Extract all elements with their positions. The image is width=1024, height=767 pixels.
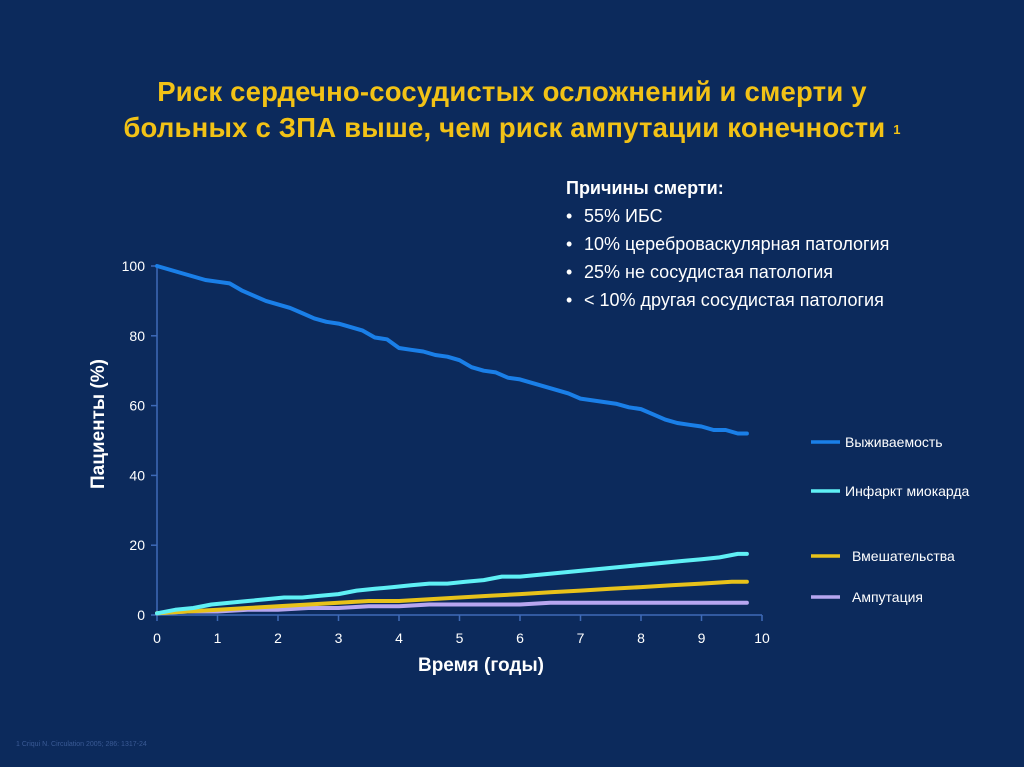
y-tick-label: 20 [129, 537, 145, 553]
cause-text: 25% не сосудистая патология [584, 262, 834, 282]
title-line-2-text: больных с ЗПА выше, чем риск ампутации к… [123, 112, 886, 143]
x-tick-label: 1 [214, 630, 222, 646]
series-line-0 [155, 264, 749, 436]
legend-label: Ампутация [852, 589, 923, 605]
y-axis-title: Пациенты (%) [88, 359, 109, 489]
bullet: • [566, 206, 573, 226]
x-tick-label: 8 [637, 630, 645, 646]
legend-label: Выживаемость [845, 434, 943, 450]
series-line-3 [155, 600, 749, 616]
title-footnote-mark: 1 [893, 122, 901, 137]
x-axis-title: Время (годы) [418, 655, 544, 676]
x-tick-label: 10 [754, 630, 770, 646]
legend-label: Инфаркт миокарда [845, 483, 970, 499]
bullet: • [566, 262, 573, 282]
causes-title: Причины смерти: [566, 178, 724, 198]
series-line-2 [155, 579, 749, 616]
title-line-2: больных с ЗПА выше, чем риск ампутации к… [0, 110, 1024, 146]
slide-title: Риск сердечно-сосудистых осложнений и см… [0, 74, 1024, 146]
x-tick-label: 2 [274, 630, 282, 646]
x-tick-label: 4 [395, 630, 403, 646]
title-line-1: Риск сердечно-сосудистых осложнений и см… [157, 76, 867, 107]
cause-item: • < 10% другая сосудистая патология [566, 286, 889, 314]
footnote: 1 Criqui N. Circulation 2005; 286: 1317-… [16, 741, 147, 748]
y-tick-label: 40 [129, 467, 145, 483]
cause-item: • 55% ИБС [566, 202, 889, 230]
cause-text: 10% цереброваскулярная патология [584, 234, 890, 254]
cause-item: • 25% не сосудистая патология [566, 258, 889, 286]
bullet: • [566, 234, 573, 254]
y-tick-label: 80 [129, 328, 145, 344]
y-tick-label: 60 [129, 398, 145, 414]
cause-text: < 10% другая сосудистая патология [584, 290, 884, 310]
cause-text: 55% ИБС [584, 206, 663, 226]
series-line-1 [155, 551, 749, 616]
x-tick-label: 9 [698, 630, 706, 646]
causes-of-death-box: Причины смерти: • 55% ИБС • 10% церебровас… [566, 174, 889, 314]
legend-label: Вмешательства [852, 548, 955, 564]
y-tick-label: 100 [122, 258, 146, 274]
x-tick-label: 5 [456, 630, 464, 646]
x-tick-label: 3 [335, 630, 343, 646]
y-tick-label: 0 [137, 607, 145, 623]
x-tick-label: 6 [516, 630, 524, 646]
bullet: • [566, 290, 573, 310]
x-tick-label: 7 [577, 630, 585, 646]
cause-item: • 10% цереброваскулярная патология [566, 230, 889, 258]
x-tick-label: 0 [153, 630, 161, 646]
